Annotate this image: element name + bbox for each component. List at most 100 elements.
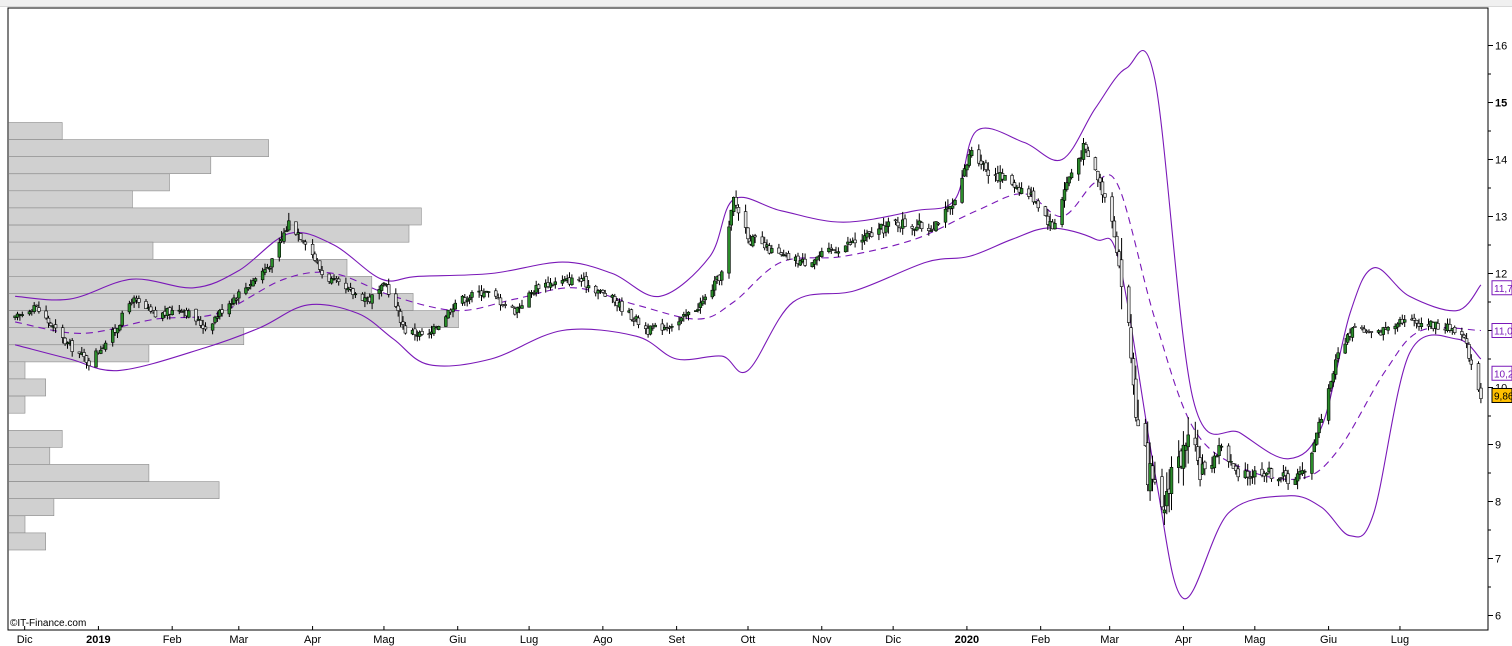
band-price-value: 10,2 (1494, 369, 1512, 380)
candle-body (70, 340, 74, 352)
candle-body (1265, 472, 1269, 476)
candle-body (1326, 388, 1331, 421)
candle-body (1103, 193, 1107, 198)
candle-body (869, 232, 874, 237)
candle-body (865, 232, 869, 238)
candle-body (77, 351, 82, 354)
candle-body (84, 355, 89, 363)
candle-body (398, 311, 403, 323)
candle-body (127, 303, 132, 313)
volume-profile-bar (8, 224, 410, 243)
candle-body (303, 241, 308, 245)
candle-body (919, 222, 924, 229)
candle-body (327, 273, 331, 282)
candle-body (960, 177, 964, 203)
candle-body (1253, 470, 1257, 478)
candle-body (1150, 465, 1155, 480)
candle-body (636, 317, 641, 325)
candle-body (20, 314, 24, 316)
candle-body (463, 297, 467, 303)
candle-body (1246, 470, 1250, 478)
candle-body (1331, 373, 1336, 383)
candle-body (596, 290, 600, 294)
last-price-tag (1491, 387, 1512, 403)
y-tick-label: 8 (1495, 497, 1501, 509)
candle-body (379, 284, 384, 291)
candle-body (1279, 477, 1283, 479)
candle-body (1260, 468, 1264, 476)
candle-body (1217, 445, 1221, 456)
candle-body (727, 226, 731, 274)
x-tick-label: 2020 (955, 634, 979, 646)
volume-profile-bar (8, 173, 170, 192)
volume-profile-bar (8, 498, 55, 517)
candle-body (712, 280, 717, 291)
candle-body (1093, 157, 1098, 171)
candle-body (1319, 418, 1324, 423)
candle-body (230, 303, 234, 305)
candle-body (1143, 423, 1148, 447)
candle-body (936, 222, 941, 225)
candle-body (1184, 445, 1188, 451)
candle-body (729, 209, 734, 226)
candle-body (736, 207, 741, 214)
candle-body (877, 228, 881, 235)
candle-body (720, 271, 724, 281)
candle-body (237, 291, 241, 299)
volume-profile-bar (8, 395, 26, 414)
candle-body (130, 302, 134, 304)
candle-body (786, 253, 791, 260)
candle-body (843, 245, 848, 253)
candle-body (1436, 323, 1440, 330)
volume-profile-bar (8, 122, 63, 140)
candle-body (1160, 476, 1164, 508)
candle-body (698, 302, 703, 308)
volume-profile-bar (8, 429, 63, 448)
candle-body (796, 255, 800, 264)
volume-profile-bar (8, 293, 414, 311)
candle-body (363, 297, 367, 302)
candle-body (829, 247, 834, 250)
candle-body (1181, 444, 1186, 469)
candle-body (386, 284, 391, 295)
x-tick-label: Set (668, 634, 685, 646)
candle-body (603, 293, 607, 297)
candle-body (118, 325, 122, 331)
candle-body (294, 221, 298, 235)
candle-body (827, 247, 831, 252)
candle-body (1062, 189, 1067, 201)
candle-body (965, 164, 969, 171)
x-tick-label: Dic (885, 634, 901, 646)
candle-body (234, 298, 239, 301)
candle-body (1165, 490, 1169, 507)
candle-body (401, 321, 405, 325)
candle-body (848, 242, 853, 245)
candle-body (94, 350, 98, 368)
candle-body (63, 337, 67, 345)
candle-body (227, 303, 231, 315)
candle-body (1419, 323, 1424, 327)
candle-body (199, 319, 203, 326)
candle-body (977, 149, 981, 164)
candle-body (1019, 188, 1024, 194)
candle-body (620, 300, 624, 312)
bollinger-upper-line (15, 50, 1482, 460)
volume-profile-bar (8, 275, 373, 294)
volume-profile-bar (8, 139, 269, 158)
candle-body (853, 239, 857, 244)
candle-body (584, 276, 588, 288)
x-tick-label: Mar (1100, 634, 1119, 646)
x-tick-label: Lug (1391, 634, 1409, 646)
candle-body (629, 309, 634, 320)
candle-body (836, 251, 841, 254)
candle-body (586, 285, 591, 289)
candle-body (111, 329, 115, 343)
candle-body (893, 219, 898, 222)
x-tick-label: 2019 (86, 634, 110, 646)
volume-profile-bar (8, 310, 459, 329)
candle-body (798, 260, 803, 266)
candle-body (962, 168, 967, 177)
candle-body (753, 235, 757, 238)
candle-body (1046, 215, 1050, 225)
